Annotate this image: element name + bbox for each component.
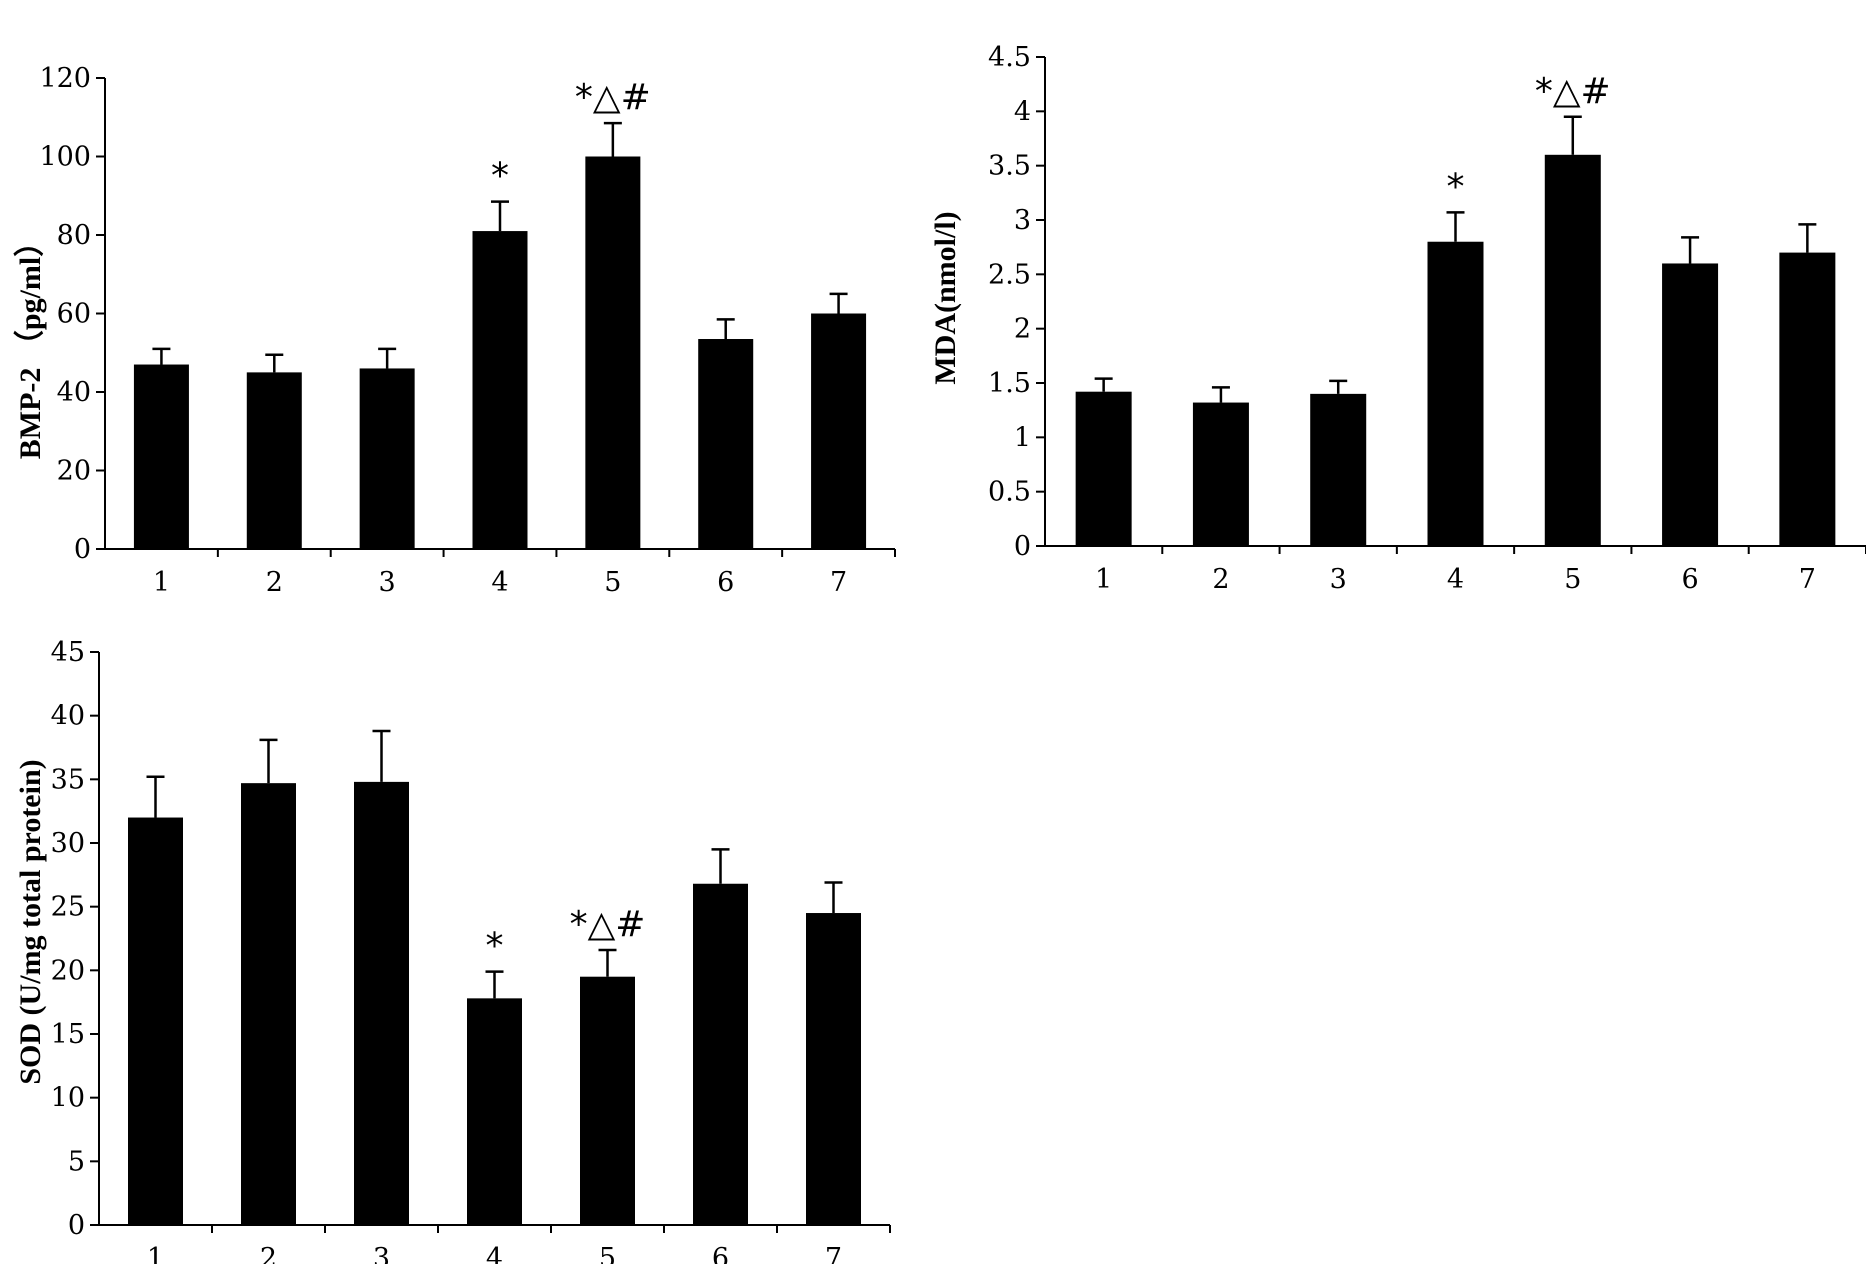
y-tick-label: 0.5 [988, 477, 1031, 508]
bar [1310, 393, 1367, 546]
bar [1544, 154, 1601, 547]
y-tick-label: 4 [1014, 96, 1031, 127]
x-tick-label: 4 [491, 567, 508, 598]
x-tick-label: 6 [712, 1243, 729, 1264]
y-tick-label: 10 [51, 1083, 85, 1114]
y-tick-label: 20 [51, 955, 85, 986]
y-tick-label: 20 [57, 456, 91, 487]
y-tick-label: 30 [51, 828, 85, 859]
y-tick-label: 60 [57, 299, 91, 330]
x-tick-label: 3 [379, 567, 396, 598]
bar [472, 231, 528, 549]
x-tick-label: 1 [1095, 564, 1112, 595]
x-tick-label: 6 [717, 567, 734, 598]
x-tick-label: 6 [1681, 564, 1698, 595]
y-tick-label: 4.5 [988, 42, 1031, 73]
bar [1662, 263, 1719, 546]
x-tick-label: 4 [486, 1243, 503, 1264]
bmp2-chart: BMP-2 （pg/ml） 0 20 40 60 80 100 120 1 2 3 4 * 5 *△# 6 7 [13, 63, 896, 598]
x-tick-label: 2 [260, 1243, 277, 1264]
mda-chart: MDA(nmol/l) 0 0.5 1 1.5 2 2.5 3 3.5 4 4.5 1 2 3 4 * 5 *△… [929, 42, 1866, 595]
x-tick-label: 4 [1447, 564, 1464, 595]
significance-label: * [491, 156, 509, 197]
y-tick-label: 2 [1014, 314, 1031, 345]
bar [1427, 241, 1484, 546]
bar [1192, 402, 1249, 546]
y-tick-label: 3.5 [988, 151, 1031, 182]
bar [585, 156, 641, 549]
bar [693, 883, 748, 1225]
y-axis-label: SOD (U/mg total protein) [14, 759, 47, 1084]
y-tick-label: 120 [39, 63, 91, 94]
significance-label: * [486, 926, 504, 967]
y-tick-label: 40 [51, 701, 85, 732]
y-tick-label: 0 [1014, 531, 1031, 562]
x-tick-label: 2 [266, 567, 283, 598]
x-tick-label: 1 [153, 567, 170, 598]
significance-label: *△# [570, 904, 646, 945]
x-tick-label: 7 [830, 567, 847, 598]
bar [467, 998, 522, 1225]
x-tick-label: 5 [1564, 564, 1581, 595]
bar [241, 783, 296, 1225]
y-tick-label: 1 [1014, 422, 1031, 453]
y-tick-label: 0 [74, 534, 91, 565]
significance-label: *△# [1535, 71, 1611, 112]
bar [359, 368, 415, 549]
x-tick-label: 1 [147, 1243, 164, 1264]
x-tick-label: 3 [1330, 564, 1347, 595]
bar [580, 976, 635, 1225]
y-tick-label: 15 [51, 1019, 85, 1050]
x-tick-label: 7 [825, 1243, 842, 1264]
y-tick-label: 2.5 [988, 259, 1031, 290]
y-tick-label: 1.5 [988, 368, 1031, 399]
sod-chart: SOD (U/mg total protein) 051015202530354… [14, 637, 891, 1264]
y-axis-label: MDA(nmol/l) [929, 211, 962, 384]
bar [1075, 391, 1132, 546]
bar [133, 364, 189, 549]
significance-label: *△# [575, 77, 651, 118]
bar [811, 313, 867, 549]
y-tick-label: 45 [51, 637, 85, 668]
y-tick-label: 25 [51, 892, 85, 923]
y-tick-label: 0 [68, 1210, 85, 1241]
bar [128, 817, 183, 1225]
x-tick-label: 5 [604, 567, 621, 598]
y-tick-label: 80 [57, 220, 91, 251]
significance-label: * [1447, 166, 1465, 207]
y-axis-label: BMP-2 （pg/ml） [13, 227, 47, 460]
bar [246, 372, 302, 549]
y-tick-label: 40 [57, 377, 91, 408]
y-tick-label: 3 [1014, 205, 1031, 236]
y-tick-label: 100 [39, 142, 91, 173]
y-tick-label: 5 [68, 1146, 85, 1177]
x-tick-label: 5 [599, 1243, 616, 1264]
bar [1779, 252, 1836, 546]
x-tick-label: 2 [1212, 564, 1229, 595]
y-tick-label: 35 [51, 764, 85, 795]
x-tick-label: 7 [1799, 564, 1816, 595]
bar [354, 781, 409, 1225]
bar [698, 339, 754, 549]
bar [806, 913, 861, 1225]
x-tick-label: 3 [373, 1243, 390, 1264]
